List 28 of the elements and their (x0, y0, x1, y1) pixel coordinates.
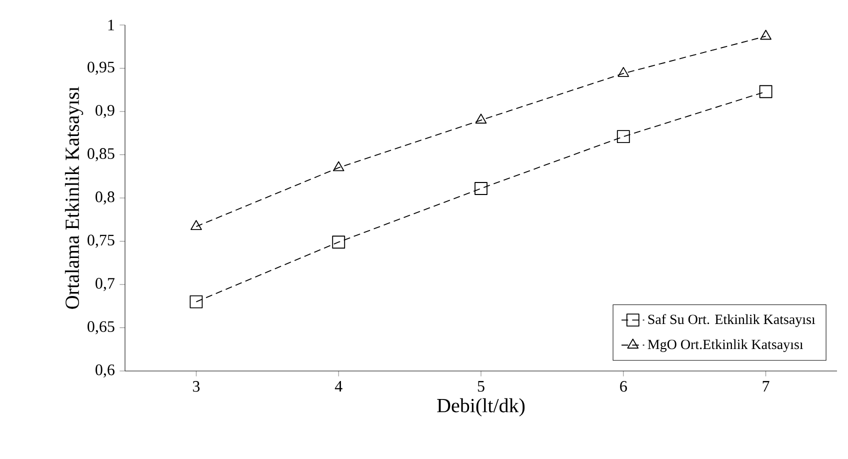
x-tick-label: 6 (620, 381, 627, 392)
legend-label: MgO Ort.Etkinlik Katsayısı (648, 339, 804, 352)
point (190, 295, 203, 308)
y-tick-label: 1 (108, 20, 114, 30)
point (332, 236, 346, 249)
y-tick-label: 0,9 (96, 104, 114, 118)
point (474, 182, 488, 195)
y-tick-label: 0,8 (96, 191, 114, 205)
x-axis-title: Debi(lt/dk) (437, 398, 525, 416)
point (332, 161, 344, 172)
y-axis-title: Ortalama Etkinlik Katsayısı (64, 86, 84, 309)
point (759, 85, 772, 98)
y-tick-label: 0,65 (88, 321, 114, 334)
y-tick-label: 0,95 (88, 62, 114, 75)
x-tick-label: 7 (762, 381, 770, 392)
point (475, 114, 487, 124)
y-tick-label: 0,75 (88, 234, 114, 248)
y-tick-label: 0,85 (88, 148, 114, 162)
x-tick-label: 5 (478, 381, 484, 392)
x-tick-label: 4 (334, 381, 342, 392)
y-tick-label: 0,6 (96, 364, 114, 378)
point (618, 66, 630, 77)
point (760, 30, 772, 40)
legend-label: Saf Su Ort. Etkinlik Katsayısı (648, 314, 816, 327)
y-tick-label: 0,7 (96, 278, 114, 292)
x-tick-label: 3 (192, 381, 200, 392)
point (616, 130, 630, 144)
point (190, 220, 202, 230)
